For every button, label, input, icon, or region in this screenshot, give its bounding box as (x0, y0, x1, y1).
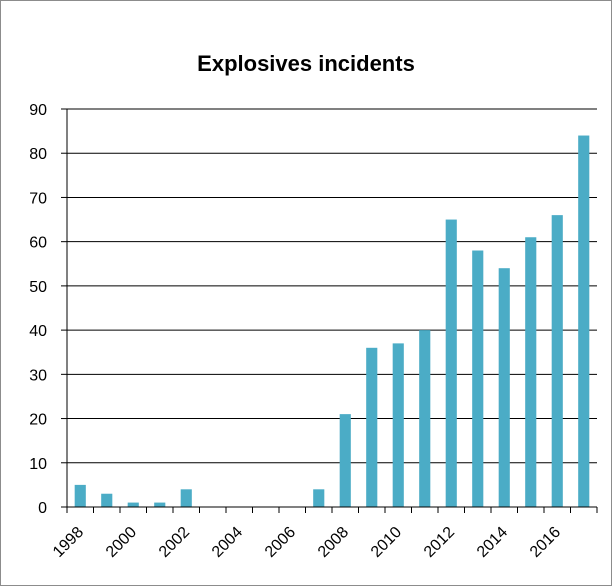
bar-2011 (419, 330, 431, 507)
bar-2016 (551, 215, 563, 507)
x-tick-labels: 1998 2000 2002 2004 2006 2008 2010 2012 2014 2016 (50, 524, 564, 561)
x-tick-label: 1998 (50, 524, 87, 561)
bars (74, 135, 590, 508)
x-tick-label: 2008 (315, 524, 352, 561)
bar-1999 (101, 493, 113, 507)
y-tick-label: 90 (29, 102, 47, 119)
y-tick-label: 40 (29, 323, 47, 340)
x-tick-label: 2012 (421, 524, 458, 561)
bar-2002 (180, 489, 192, 507)
x-tick-label: 2002 (156, 524, 193, 561)
bar-2007 (313, 489, 325, 507)
bar-2017 (578, 135, 590, 508)
bar-2015 (525, 237, 537, 507)
y-tick-label: 10 (29, 456, 47, 473)
y-tick-label: 70 (29, 190, 47, 207)
x-tick-label: 2010 (368, 524, 405, 561)
bar-2001 (154, 502, 166, 507)
bar-2010 (392, 343, 404, 507)
x-tick-label: 2006 (262, 524, 299, 561)
x-tick-label: 2000 (103, 524, 140, 561)
bar-2008 (339, 414, 351, 507)
y-tick-label: 60 (29, 235, 47, 252)
y-tick-label: 30 (29, 367, 47, 384)
bar-2000 (127, 502, 139, 507)
axes (61, 108, 598, 513)
x-tick-label: 2004 (209, 524, 246, 561)
gridlines (67, 108, 597, 464)
bar-1998 (74, 484, 86, 507)
x-tick-label: 2016 (527, 524, 564, 561)
chart-title: Explosives incidents (197, 51, 415, 76)
y-tick-label: 0 (38, 500, 47, 517)
bar-2012 (445, 219, 457, 508)
y-tick-label: 80 (29, 146, 47, 163)
bar-2013 (472, 250, 484, 507)
y-tick-labels: 0 10 20 30 40 50 60 70 80 90 (29, 102, 47, 517)
y-tick-label: 20 (29, 412, 47, 429)
bar-2014 (498, 268, 510, 507)
y-tick-label: 50 (29, 279, 47, 296)
bar-2009 (366, 347, 378, 507)
x-tick-label: 2014 (474, 524, 511, 561)
